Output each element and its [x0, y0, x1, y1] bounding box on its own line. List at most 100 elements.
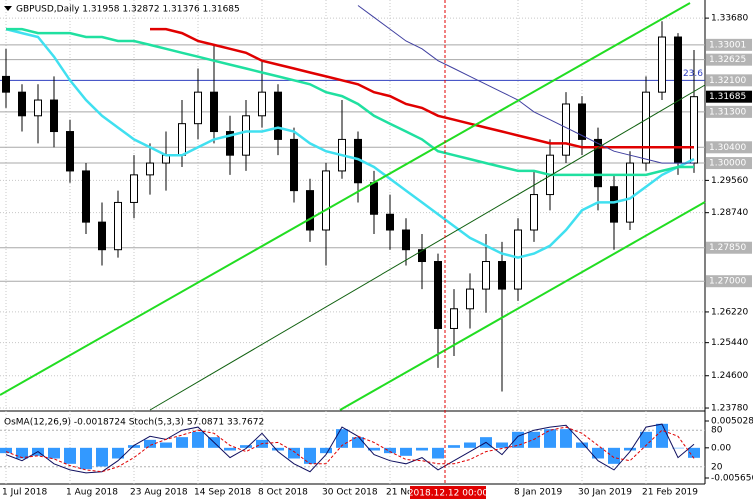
x-tick-label: 1 Aug 2018: [66, 488, 118, 498]
level-label: 1.32625: [709, 55, 746, 65]
candle-body: [18, 91, 26, 117]
candle-body: [498, 261, 506, 290]
x-tick-label: 23 Aug 2018: [130, 488, 188, 498]
candle-body: [82, 170, 90, 223]
candle-body: [146, 162, 154, 176]
y-tick-label: 1.33680: [711, 14, 748, 24]
candle-body: [258, 91, 266, 117]
candle-body: [434, 261, 442, 329]
osma-bar: [608, 447, 620, 464]
candle-body: [210, 91, 218, 133]
last-price-box: [706, 90, 752, 103]
y-tick-label: 1.26220: [711, 307, 748, 317]
candle-body: [418, 249, 426, 263]
y-tick-label: 1.24600: [711, 371, 748, 381]
osma-bar: [496, 442, 508, 448]
osma-bar: [224, 447, 236, 451]
candle-body: [578, 103, 586, 140]
level-box: [706, 275, 752, 288]
level-box: [706, 74, 752, 87]
channel-line: [0, 2, 691, 396]
x-tick-label: 14 Sep 2018: [194, 488, 251, 498]
candle-body: [66, 131, 74, 172]
level-box: [706, 157, 752, 170]
osma-bar: [624, 447, 636, 451]
candle-body: [226, 131, 234, 156]
y2-tick-label: 20: [711, 462, 723, 472]
candle-body: [562, 103, 570, 156]
y-tick-label: 1.23780: [711, 404, 748, 414]
osma-bar: [272, 447, 284, 451]
candle-body: [130, 174, 138, 203]
osma-bar: [448, 445, 460, 448]
y-tick-label: 1.29560: [711, 176, 748, 186]
level-label: 1.32100: [709, 76, 746, 86]
overlay: 1.33680 1.29560 1.28740 1.26220 1.25440 1.246…: [2, 14, 753, 499]
menu-icon[interactable]: [4, 6, 12, 11]
level-box: [706, 105, 752, 118]
osma-bar: [48, 447, 60, 459]
level-label: 1.30400: [709, 143, 746, 153]
level-box: [706, 53, 752, 66]
osma-bar: [416, 447, 428, 451]
osma-bar: [672, 447, 684, 449]
level-box: [706, 38, 752, 51]
candle-body: [242, 115, 250, 156]
osma-bar: [160, 442, 172, 448]
candle-body: [322, 170, 330, 231]
osma-bar: [544, 429, 556, 448]
osma-bar: [368, 447, 380, 451]
candle-body: [178, 123, 186, 156]
candle-body: [594, 138, 602, 188]
candle-body: [450, 308, 458, 329]
y2-tick-label: 80: [711, 426, 723, 436]
channel-line: [149, 84, 706, 411]
candle-body: [642, 91, 650, 164]
candle-body: [2, 75, 10, 93]
osma-bar: [464, 442, 476, 448]
candle-body: [482, 261, 490, 290]
candle-body: [194, 91, 202, 125]
last-price-label: 1.31685: [709, 92, 746, 102]
osma-bar: [16, 447, 28, 459]
x-tick-label: 8 Jan 2019: [514, 488, 562, 498]
y-tick-label: 0.00: [711, 443, 731, 453]
osma-bar: [80, 447, 92, 470]
level-label: 1.33001: [709, 40, 746, 50]
osma-bar: [192, 431, 204, 448]
osma-bar: [352, 437, 364, 448]
chart-title: GBPUSD,Daily 1.31958 1.32872 1.31376 1.3…: [16, 5, 240, 15]
candle-body: [402, 229, 410, 251]
osma-bar: [384, 447, 396, 454]
osma-bar: [128, 445, 140, 448]
osma-bar: [656, 423, 668, 448]
osma-bar: [64, 447, 76, 464]
osma-bar: [144, 439, 156, 448]
osma-bar: [592, 447, 604, 459]
osma-bar: [320, 447, 332, 454]
moving-average: [5, 27, 695, 259]
level-label: 1.27000: [709, 277, 746, 287]
y-tick-label: 0.0050285: [711, 417, 753, 427]
level-box: [706, 241, 752, 254]
candle-body: [610, 186, 618, 223]
candle-body: [674, 36, 682, 164]
osma-bar: [0, 447, 12, 454]
moving-average: [150, 27, 694, 149]
crosshair-box: [410, 486, 486, 499]
level-box: [706, 141, 752, 154]
level-label: 1.31300: [709, 107, 746, 117]
candle-body: [514, 229, 522, 290]
x-tick-label: 8 Oct 2018: [258, 488, 308, 498]
indicator-title: OsMA(12,26,9) -0.0018724 Stoch(5,3,3) 57…: [4, 418, 264, 428]
osma-bar: [112, 447, 124, 459]
crosshair-label: 2018.12.12 00:00: [408, 489, 489, 499]
osma-bar: [640, 431, 652, 448]
y-tick-label: -0.005656: [711, 474, 753, 484]
level-label: 1.27850: [709, 243, 746, 253]
osma-bar: [576, 442, 588, 448]
candle-body: [50, 99, 58, 133]
osma-bar: [432, 447, 444, 459]
